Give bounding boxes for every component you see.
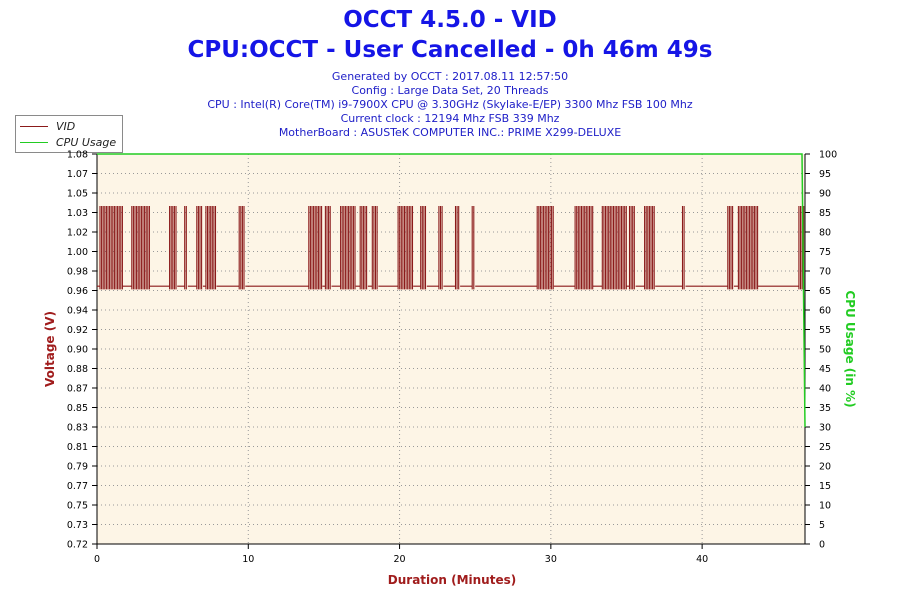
- y2-tick-label: 25: [819, 442, 831, 453]
- y2-tick-label: 10: [819, 501, 831, 512]
- chart-subtitle: CPU:OCCT - User Cancelled - 0h 46m 49s: [187, 37, 713, 63]
- y-tick-label: 0.88: [67, 364, 88, 375]
- y-tick-label: 1.02: [67, 228, 88, 239]
- y2-tick-label: 55: [819, 325, 831, 336]
- y-tick-label: 1.07: [67, 169, 88, 180]
- y2-tick-label: 95: [819, 169, 831, 180]
- x-tick-label: 30: [545, 554, 557, 565]
- y-tick-label: 0.98: [67, 267, 88, 278]
- y2-tick-label: 15: [819, 481, 831, 492]
- y-tick-label: 0.72: [67, 540, 88, 551]
- chart-title: OCCT 4.5.0 - VID: [343, 7, 557, 33]
- y-tick-label: 0.77: [67, 481, 88, 492]
- y2-tick-label: 45: [819, 364, 831, 375]
- y2-tick-label: 0: [819, 540, 825, 551]
- y2-tick-label: 60: [819, 306, 831, 317]
- y-axis-title: Voltage (V): [43, 311, 57, 387]
- y-tick-label: 0.75: [67, 501, 88, 512]
- motherboard-info: MotherBoard : ASUSTeK COMPUTER INC.: PRI…: [278, 126, 622, 139]
- y-tick-label: 0.85: [67, 403, 88, 414]
- legend-swatch-vid: [20, 125, 48, 127]
- clock-info: Current clock : 12194 Mhz FSB 339 Mhz: [340, 112, 560, 125]
- y2-tick-label: 5: [819, 520, 825, 531]
- y-tick-label: 0.87: [67, 384, 88, 395]
- y2-tick-label: 40: [819, 384, 831, 395]
- y2-tick-label: 90: [819, 189, 831, 200]
- y-tick-label: 1.08: [67, 150, 88, 161]
- cpu-usage-series-line: [97, 153, 806, 428]
- config-info: Config : Large Data Set, 20 Threads: [351, 84, 549, 97]
- y-tick-label: 0.79: [67, 462, 88, 473]
- chart-legend: VID CPU Usage: [15, 115, 123, 153]
- x-tick-label: 20: [394, 554, 406, 565]
- y2-tick-label: 75: [819, 247, 831, 258]
- y2-tick-label: 30: [819, 423, 831, 434]
- y2-tick-label: 20: [819, 462, 831, 473]
- legend-swatch-cpu-usage: [20, 141, 48, 143]
- y-tick-label: 0.73: [67, 520, 88, 531]
- x-tick-label: 10: [242, 554, 254, 565]
- y-tick-label: 0.94: [67, 306, 88, 317]
- x-tick-label: 40: [696, 554, 708, 565]
- cpu-info: CPU : Intel(R) Core(TM) i9-7900X CPU @ 3…: [207, 98, 693, 111]
- y2-tick-label: 50: [819, 345, 831, 356]
- y-tick-label: 0.81: [67, 442, 88, 453]
- legend-item-cpu-usage: CPU Usage: [20, 135, 116, 149]
- y-tick-label: 0.92: [67, 325, 88, 336]
- y2-tick-label: 35: [819, 403, 831, 414]
- x-tick-label: 0: [94, 554, 100, 565]
- y-tick-label: 1.03: [67, 208, 88, 219]
- y2-tick-label: 100: [819, 150, 837, 161]
- y-tick-label: 1.00: [67, 247, 88, 258]
- y2-tick-label: 70: [819, 267, 831, 278]
- y2-tick-label: 80: [819, 228, 831, 239]
- legend-item-vid: VID: [20, 119, 75, 133]
- y2-tick-label: 85: [819, 208, 831, 219]
- x-axis-title: Duration (Minutes): [388, 573, 516, 587]
- y-tick-label: 0.90: [67, 345, 88, 356]
- y-tick-label: 1.05: [67, 189, 88, 200]
- plot-area: [97, 154, 805, 544]
- generated-info: Generated by OCCT : 2017.08.11 12:57:50: [331, 70, 569, 83]
- y2-tick-label: 65: [819, 286, 831, 297]
- vid-series-line: [97, 206, 805, 290]
- y-tick-label: 0.83: [67, 423, 88, 434]
- legend-label-cpu-usage: CPU Usage: [56, 135, 117, 149]
- legend-label-vid: VID: [56, 119, 76, 133]
- y-tick-label: 0.96: [67, 286, 88, 297]
- y2-axis-title: CPU Usage (in %): [843, 290, 857, 407]
